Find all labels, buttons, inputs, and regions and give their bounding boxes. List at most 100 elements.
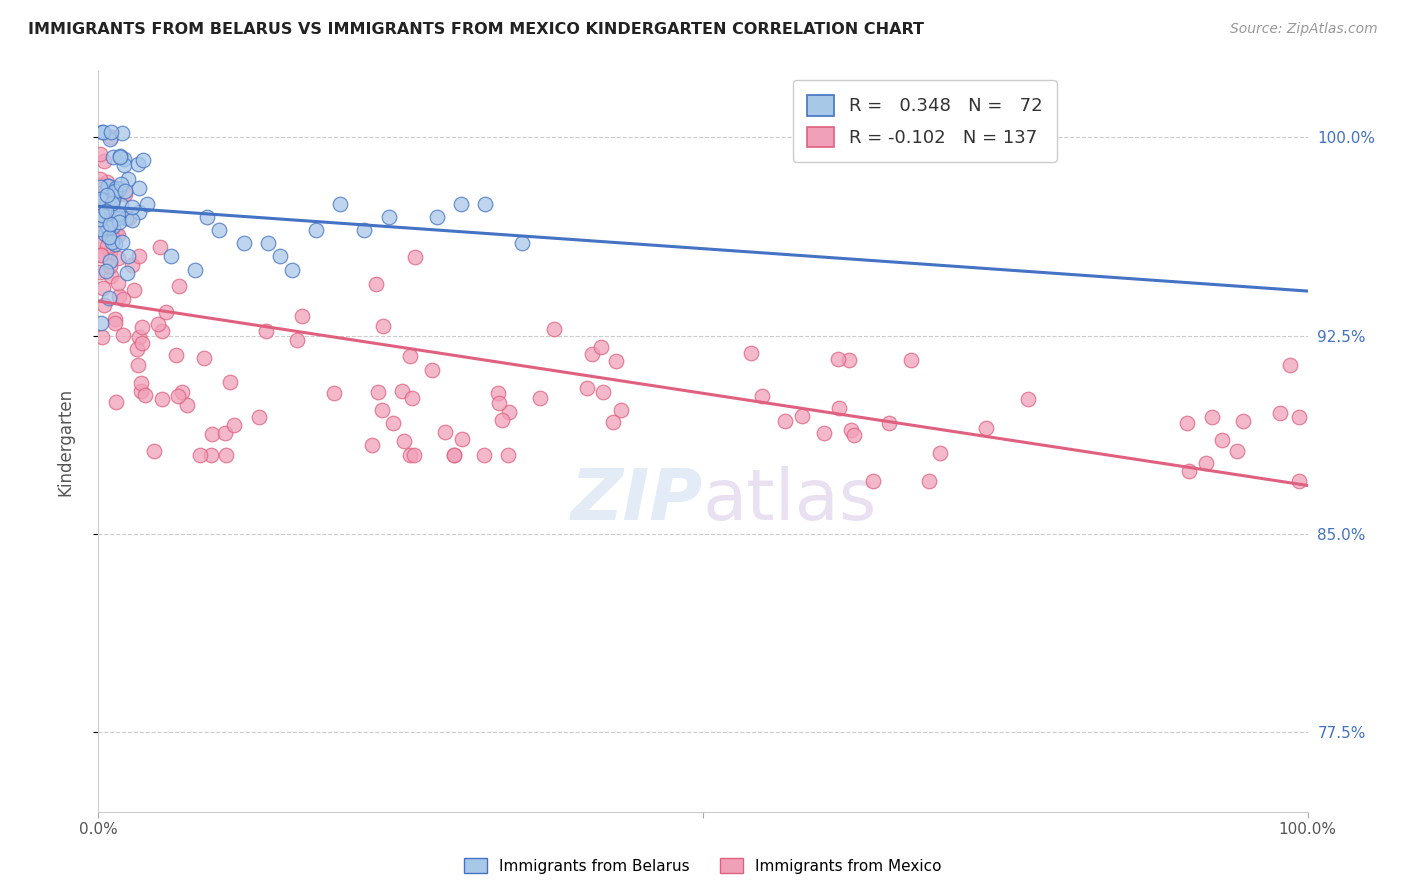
Point xyxy=(827,401,849,415)
Point xyxy=(108,215,131,229)
Point xyxy=(93,202,115,216)
Point xyxy=(108,151,131,165)
Point xyxy=(97,230,120,244)
Point xyxy=(155,305,177,319)
Point xyxy=(90,248,112,262)
Point xyxy=(367,385,389,400)
Point xyxy=(96,239,118,253)
Point xyxy=(90,192,112,206)
Point xyxy=(89,211,111,226)
Point xyxy=(114,187,136,202)
Point xyxy=(150,392,173,407)
Point xyxy=(107,228,129,243)
Point xyxy=(426,210,449,224)
Point xyxy=(128,329,150,343)
Point xyxy=(269,250,291,264)
Point xyxy=(605,353,627,368)
Point xyxy=(94,189,117,203)
Point xyxy=(101,219,124,234)
Point xyxy=(117,249,139,263)
Point xyxy=(96,188,118,202)
Point xyxy=(146,317,169,331)
Point xyxy=(285,334,308,348)
Point xyxy=(91,281,114,295)
Point xyxy=(127,358,149,372)
Point xyxy=(170,384,193,399)
Point xyxy=(98,132,121,146)
Point xyxy=(94,204,117,219)
Point xyxy=(103,236,125,251)
Text: ZIP: ZIP xyxy=(571,467,703,535)
Point xyxy=(97,221,120,235)
Point xyxy=(392,434,415,449)
Point xyxy=(89,171,111,186)
Point xyxy=(195,210,218,224)
Point xyxy=(96,175,118,189)
Point xyxy=(219,375,242,389)
Point xyxy=(90,221,112,235)
Point xyxy=(103,193,125,207)
Point xyxy=(98,253,121,268)
Point xyxy=(167,389,190,403)
Point xyxy=(121,258,143,272)
Point xyxy=(105,186,128,200)
Point xyxy=(576,381,599,395)
Point xyxy=(110,178,132,192)
Point xyxy=(510,236,533,251)
Point xyxy=(443,448,465,462)
Point xyxy=(1288,474,1310,488)
Point xyxy=(827,351,849,366)
Point xyxy=(108,182,131,196)
Point xyxy=(391,384,413,399)
Point xyxy=(232,236,254,251)
Point xyxy=(98,217,121,231)
Point xyxy=(117,266,139,280)
Point xyxy=(97,220,120,235)
Point xyxy=(176,398,198,412)
Point xyxy=(167,279,190,293)
Point xyxy=(373,319,395,334)
Point xyxy=(89,212,111,227)
Point xyxy=(100,268,122,283)
Point xyxy=(90,208,112,222)
Point xyxy=(114,184,136,198)
Point xyxy=(193,351,215,366)
Point xyxy=(364,277,387,291)
Point xyxy=(135,196,157,211)
Point xyxy=(112,158,135,172)
Point xyxy=(127,342,149,356)
Point xyxy=(131,320,153,334)
Point xyxy=(928,446,950,460)
Point xyxy=(100,130,122,145)
Point xyxy=(101,230,124,244)
Point xyxy=(89,219,111,234)
Point xyxy=(90,248,112,262)
Point xyxy=(132,153,155,167)
Point xyxy=(918,474,941,488)
Y-axis label: Kindergarten: Kindergarten xyxy=(56,387,75,496)
Point xyxy=(129,384,152,398)
Point xyxy=(107,207,129,221)
Point xyxy=(451,432,474,446)
Point xyxy=(751,389,773,403)
Point xyxy=(247,410,270,425)
Point xyxy=(134,388,156,402)
Point xyxy=(112,153,135,167)
Point xyxy=(214,425,236,440)
Point xyxy=(104,184,127,198)
Point xyxy=(89,178,111,193)
Point xyxy=(97,179,120,194)
Point xyxy=(434,425,457,439)
Point xyxy=(329,196,352,211)
Point xyxy=(839,423,862,437)
Point xyxy=(89,179,111,194)
Point xyxy=(98,200,121,214)
Point xyxy=(98,259,121,273)
Point xyxy=(399,349,422,363)
Point xyxy=(97,291,120,305)
Point xyxy=(150,324,173,338)
Point xyxy=(602,415,624,429)
Point xyxy=(974,421,997,435)
Point xyxy=(118,211,141,226)
Point xyxy=(208,223,231,237)
